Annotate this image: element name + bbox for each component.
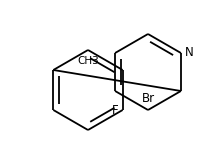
Text: Br: Br: [141, 92, 155, 105]
Text: N: N: [185, 46, 194, 60]
Text: F: F: [112, 103, 119, 116]
Text: CH3: CH3: [77, 56, 99, 66]
